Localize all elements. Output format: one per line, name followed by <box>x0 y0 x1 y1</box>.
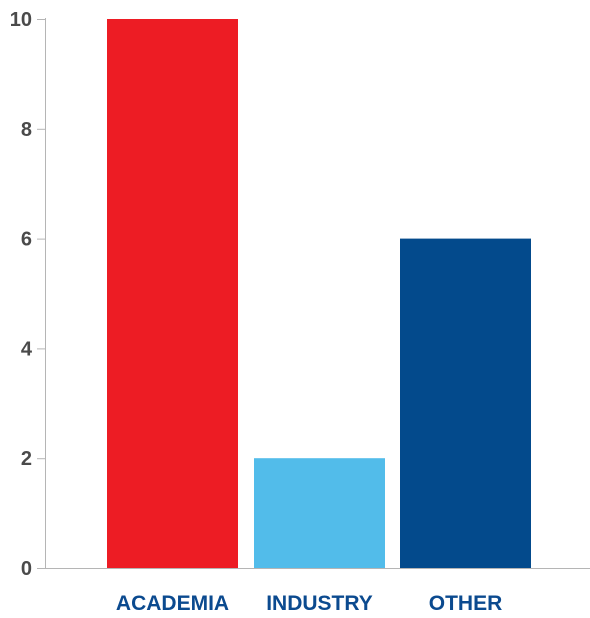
category-label-industry: INDUSTRY <box>266 592 373 615</box>
category-label-academia: ACADEMIA <box>116 592 229 615</box>
category-label-other: OTHER <box>429 592 503 615</box>
x-axis-labels: ACADEMIA INDUSTRY OTHER <box>116 592 502 615</box>
y-tick-label: 2 <box>21 448 32 470</box>
y-tick-label: 8 <box>21 119 32 141</box>
bar-other <box>400 238 531 568</box>
y-tick-label: 4 <box>21 338 33 360</box>
chart-axes <box>45 18 590 569</box>
y-axis-ticks: 0 2 4 6 8 10 <box>10 9 45 580</box>
bar-industry <box>254 458 385 568</box>
y-tick-label: 6 <box>21 229 32 251</box>
chart-bars <box>107 19 531 568</box>
y-tick-label: 0 <box>21 558 32 580</box>
bar-academia <box>107 19 238 568</box>
y-tick-label: 10 <box>10 9 32 31</box>
